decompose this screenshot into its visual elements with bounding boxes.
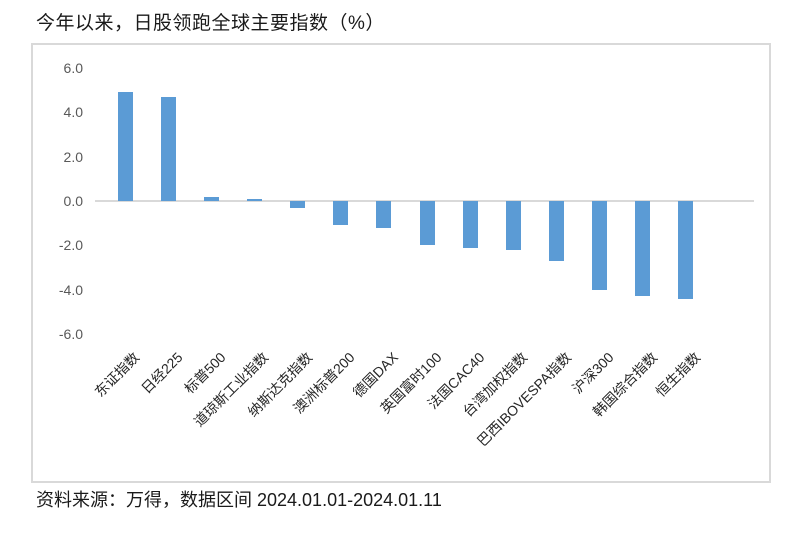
- bar-标普500: [203, 196, 219, 201]
- y-tick-label: 2.0: [63, 148, 83, 165]
- category-label: 恒生指数: [652, 349, 704, 400]
- bar-纳斯达克指数: [290, 201, 306, 208]
- bar-德国DAX: [376, 201, 392, 228]
- y-tick-label: 4.0: [63, 104, 83, 121]
- category-label: 东证指数: [91, 349, 143, 400]
- chart-frame: 6.0 4.0 2.0 0.0 -2.0 -4.0 -6.0 东证指数 日经225 标普500 道琼…: [31, 43, 771, 483]
- bar-台湾加权指数: [505, 201, 521, 250]
- chart-title: 今年以来，日股领跑全球主要指数（%）: [36, 13, 385, 34]
- bar-沪深300: [592, 201, 608, 290]
- y-tick-label: -6.0: [58, 326, 83, 342]
- bar-东证指数: [117, 92, 133, 201]
- bar-巴西IBOVESPA指数: [549, 201, 564, 261]
- y-tick-label: -4.0: [58, 281, 83, 298]
- source-note: 资料来源：万得，数据区间 2024.01.01-2024.01.11: [36, 490, 442, 510]
- y-tick-label: -2.0: [58, 237, 83, 254]
- bar-韩国综合指数: [635, 201, 651, 297]
- bar-恒生指数: [678, 201, 694, 299]
- bar-法国CAC40: [462, 201, 478, 248]
- bar-英国富时100: [419, 201, 435, 246]
- y-tick-label: 0.0: [63, 193, 83, 209]
- plot-area: 6.0 4.0 2.0 0.0 -2.0 -4.0 -6.0 东证指数 日经225 标普500 道琼…: [33, 45, 769, 481]
- bar-道琼斯工业指数: [246, 198, 262, 201]
- category-label: 日经225: [137, 349, 186, 397]
- bar-日经225: [160, 96, 176, 201]
- bar-澳洲标普200: [333, 201, 349, 226]
- y-tick-label: 6.0: [63, 59, 83, 76]
